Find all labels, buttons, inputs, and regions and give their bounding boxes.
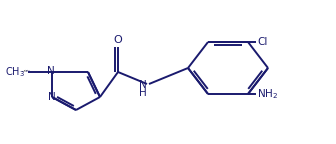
Text: N: N: [139, 80, 147, 90]
Text: NH$_2$: NH$_2$: [257, 87, 278, 101]
Text: Cl: Cl: [257, 37, 267, 47]
Text: methyl: methyl: [22, 71, 27, 72]
Text: methyl: methyl: [26, 71, 31, 72]
Text: H: H: [139, 88, 147, 98]
Text: CH$_3$: CH$_3$: [5, 65, 25, 79]
Text: N: N: [47, 66, 55, 76]
Text: methyl: methyl: [26, 70, 31, 71]
Text: O: O: [114, 35, 122, 45]
Text: N: N: [48, 92, 56, 102]
Text: methyl: methyl: [24, 70, 29, 71]
